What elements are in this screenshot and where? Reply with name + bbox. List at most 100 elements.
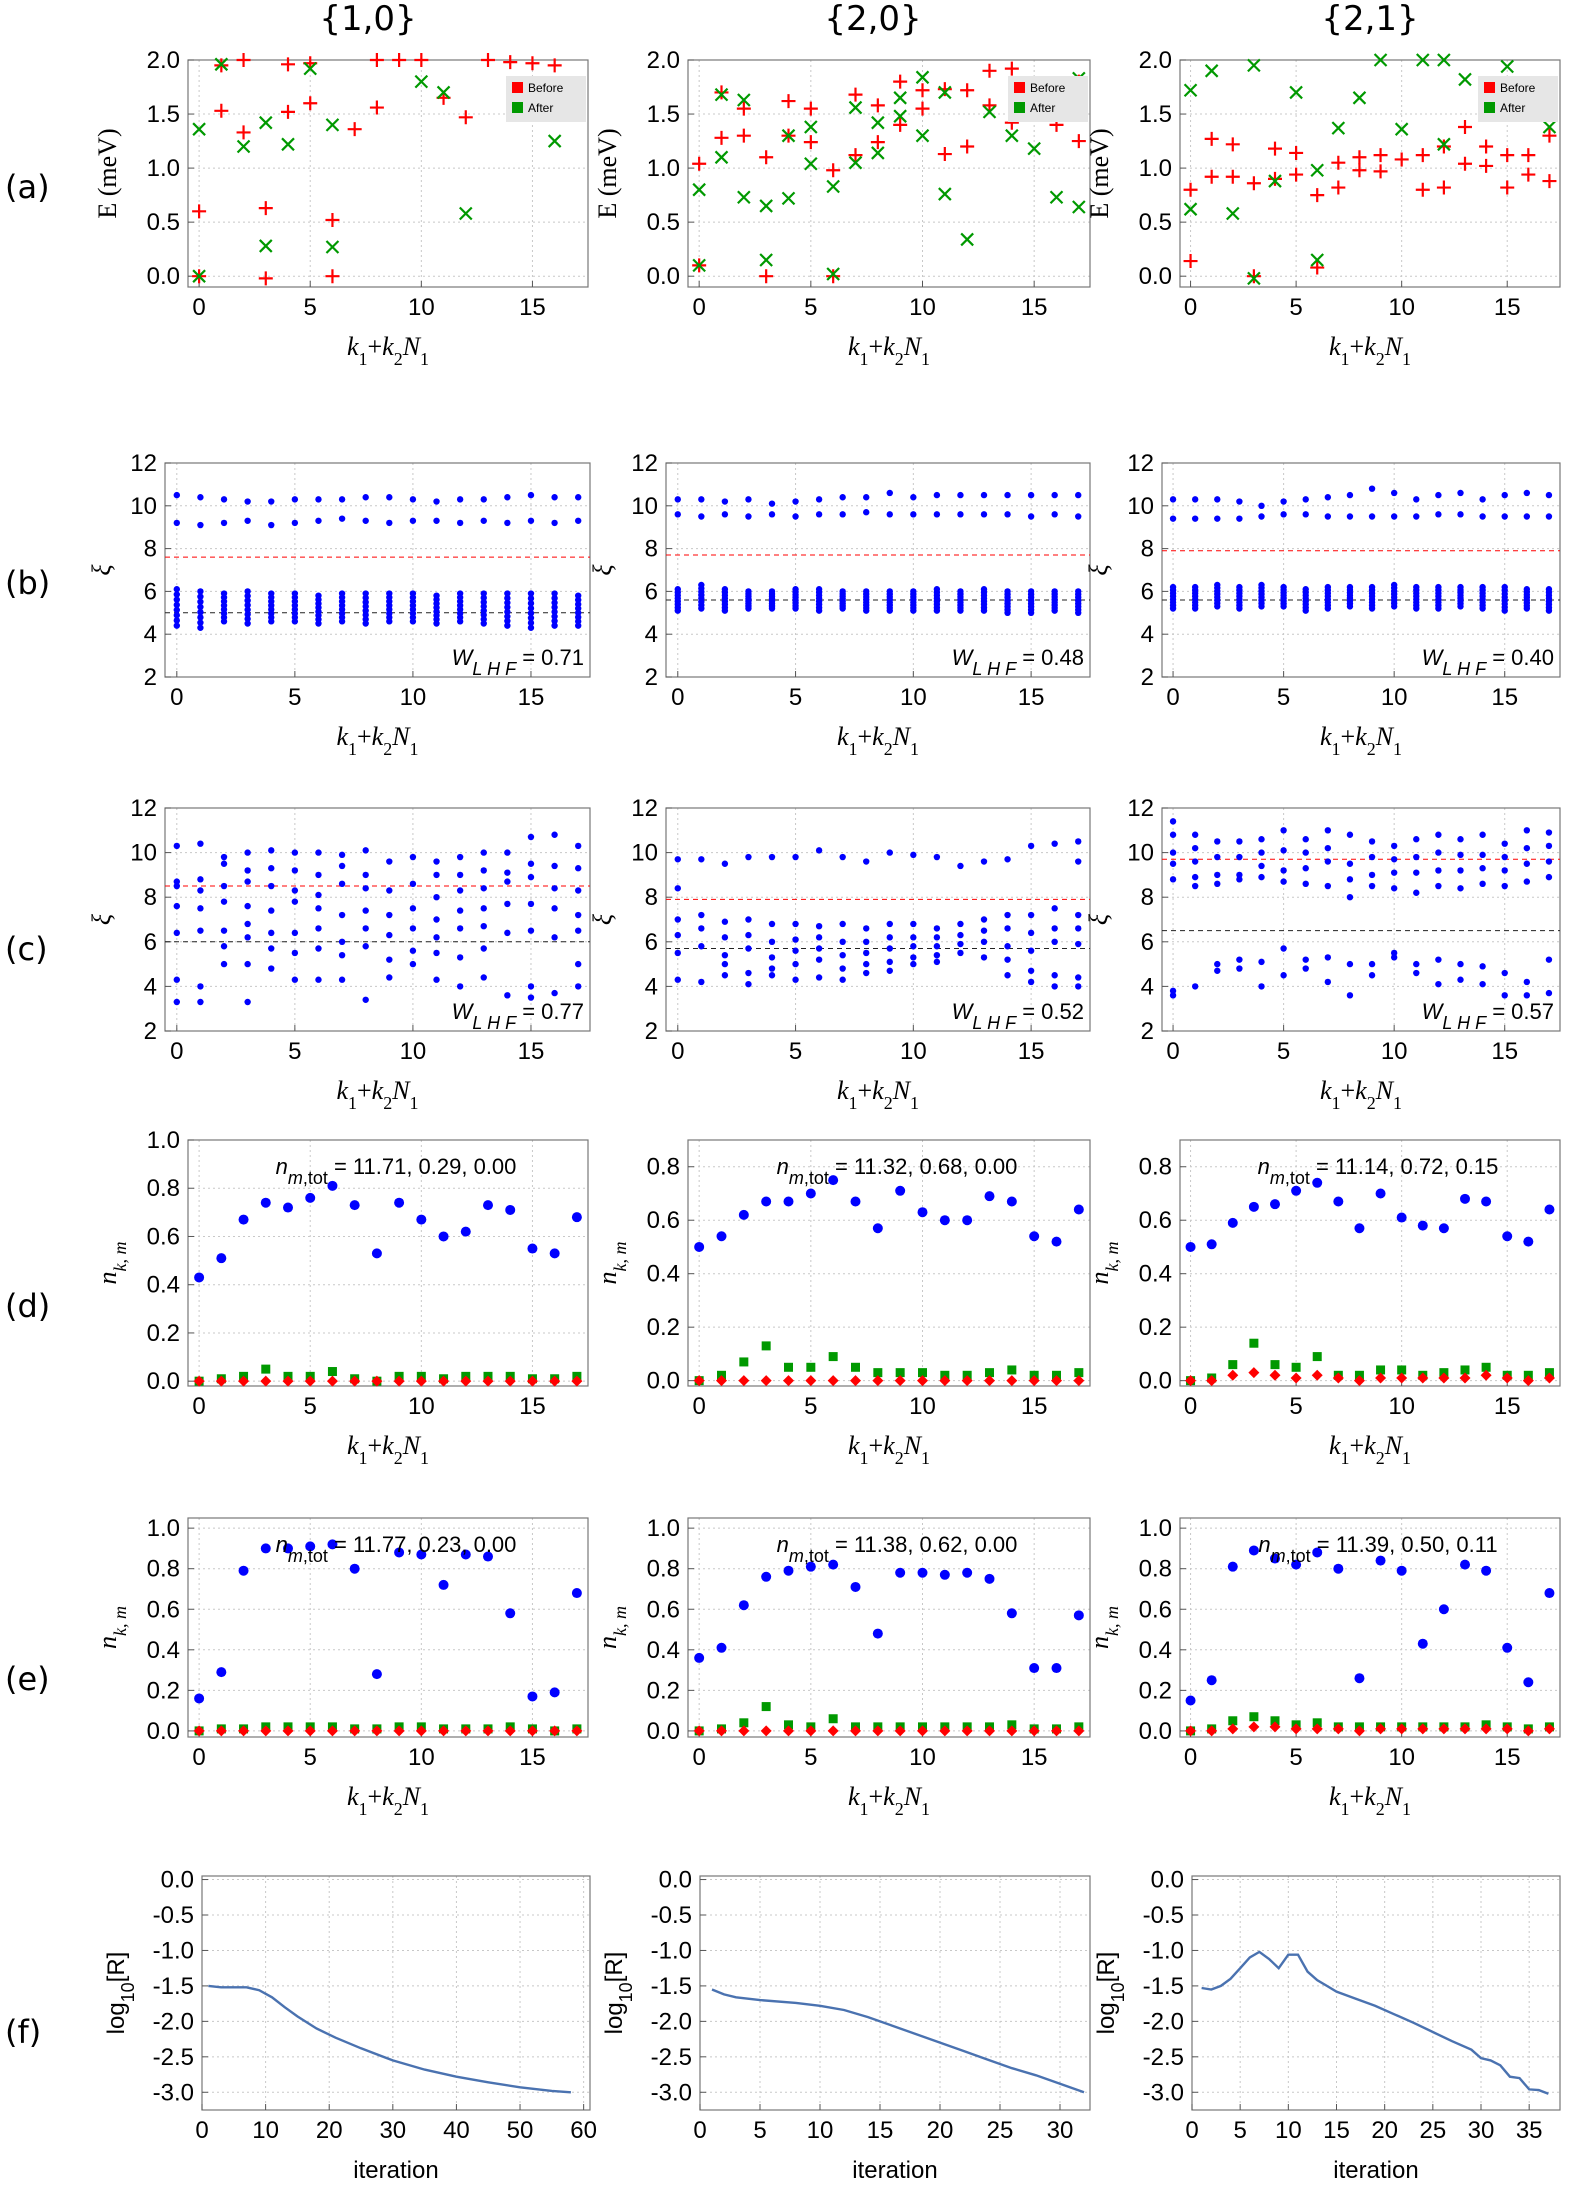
- x-tick-label: 0: [692, 1744, 705, 1771]
- data-point: [527, 595, 535, 602]
- data-point: [984, 1573, 995, 1584]
- data-point: [783, 1565, 794, 1576]
- x-axis-label-part: 1: [921, 1448, 930, 1468]
- x-axis-label-part: 1: [848, 1093, 857, 1113]
- panel-f2: 0 5 10 15 20 25 30 0.0 -0.5 -1.0 -1.5 -2.0 -2.5 -3.0 i…: [601, 1867, 1091, 2184]
- data-point: [456, 887, 464, 894]
- y-tick-label: 0.8: [1139, 1154, 1172, 1181]
- x-axis-label: k1+k2N1: [848, 1782, 930, 1819]
- data-point: [863, 960, 870, 968]
- data-point: [1368, 513, 1376, 520]
- data-point: [1435, 980, 1442, 988]
- x-axis-label-part: 1: [358, 1448, 367, 1468]
- y-axis-label: E (meV): [1085, 128, 1114, 218]
- data-point: [1368, 972, 1376, 979]
- row-label: (a): [5, 168, 50, 206]
- data-point: [244, 517, 251, 524]
- y-axis-label-part: ξ: [1084, 913, 1113, 925]
- y-axis-label-part: n: [93, 1636, 122, 1649]
- data-point: [1191, 515, 1199, 522]
- data-point: [504, 599, 511, 606]
- x-axis-label-part: +: [1340, 1076, 1355, 1105]
- plot-frame: [187, 1139, 589, 1387]
- data-point: [1333, 1563, 1344, 1574]
- data-point: [1073, 1204, 1084, 1215]
- plot-frame: [1161, 807, 1561, 1032]
- y-tick-label: -3.0: [651, 2079, 692, 2106]
- x-axis-label-part: 1: [420, 1799, 429, 1819]
- data-point: [571, 1375, 583, 1387]
- data-point: [1368, 882, 1376, 890]
- data-point: [1225, 169, 1240, 184]
- data-point: [173, 842, 181, 850]
- data-point: [1396, 1212, 1407, 1223]
- data-point: [918, 1368, 927, 1378]
- y-axis-label: log10[R]: [1093, 1952, 1128, 2035]
- data-point: [1206, 1375, 1218, 1387]
- y-axis-label-part: [R]: [103, 1952, 130, 1983]
- x-axis-label-part: 1: [921, 1799, 930, 1819]
- data-point: [527, 590, 535, 597]
- data-point: [436, 85, 451, 100]
- data-point: [714, 87, 729, 102]
- data-point: [1280, 511, 1287, 518]
- data-point: [980, 916, 988, 923]
- y-axis-label-part: n: [93, 1272, 122, 1285]
- data-point: [886, 945, 893, 952]
- y-axis-label: nk, m: [593, 1606, 630, 1649]
- data-point: [828, 1559, 839, 1570]
- data-point: [1302, 880, 1309, 888]
- data-point: [433, 934, 440, 941]
- x-tick-label: 15: [1021, 1393, 1048, 1420]
- data-point: [1501, 583, 1508, 591]
- data-point: [409, 496, 417, 503]
- data-point: [1523, 586, 1531, 593]
- x-tick-label: 0: [1184, 1744, 1197, 1771]
- x-tick-label: 5: [1277, 684, 1290, 711]
- x-axis-label-part: k: [872, 1076, 884, 1105]
- legend-label: After: [1030, 101, 1055, 115]
- data-point: [1289, 167, 1304, 182]
- data-point: [863, 938, 870, 945]
- annotation-text-part: = 0.71: [516, 645, 584, 670]
- data-point: [197, 494, 204, 501]
- data-point: [1258, 581, 1265, 589]
- data-point: [433, 871, 440, 879]
- x-tick-label: 15: [1494, 1744, 1521, 1771]
- data-point: [1458, 156, 1472, 171]
- x-tick-label: 10: [807, 2117, 834, 2144]
- data-point: [1523, 878, 1531, 885]
- x-axis-label-part: 2: [895, 349, 904, 369]
- data-point: [438, 1725, 450, 1737]
- data-point: [338, 496, 346, 503]
- data-point: [415, 1375, 427, 1387]
- data-point: [1258, 983, 1265, 990]
- data-point: [1501, 882, 1508, 890]
- data-point: [1436, 180, 1451, 195]
- data-point: [910, 851, 917, 859]
- annotation-text: WL H F = 0.48: [952, 645, 1084, 679]
- x-axis-label-part: N: [903, 332, 923, 361]
- data-point: [1214, 496, 1221, 503]
- x-tick-label: 0: [1184, 1393, 1197, 1420]
- data-point: [482, 1375, 494, 1387]
- data-point: [1258, 862, 1265, 870]
- data-point: [721, 960, 729, 968]
- data-point: [549, 1725, 561, 1737]
- data-point: [872, 1223, 883, 1234]
- data-point: [244, 611, 251, 618]
- data-point: [1310, 188, 1325, 203]
- data-point: [268, 882, 275, 890]
- data-point: [745, 588, 752, 595]
- data-point: [804, 120, 818, 134]
- y-tick-label: 0.0: [1139, 1368, 1172, 1395]
- legend-swatch: [512, 102, 523, 113]
- y-tick-label: 0.0: [1139, 1718, 1172, 1745]
- data-point: [574, 911, 582, 919]
- column-title: {2,0}: [824, 0, 921, 39]
- data-point: [815, 586, 823, 593]
- data-point: [480, 849, 487, 856]
- y-tick-label: 0.8: [147, 1556, 180, 1583]
- data-point: [1522, 1725, 1534, 1737]
- y-tick-label: 12: [1127, 795, 1154, 822]
